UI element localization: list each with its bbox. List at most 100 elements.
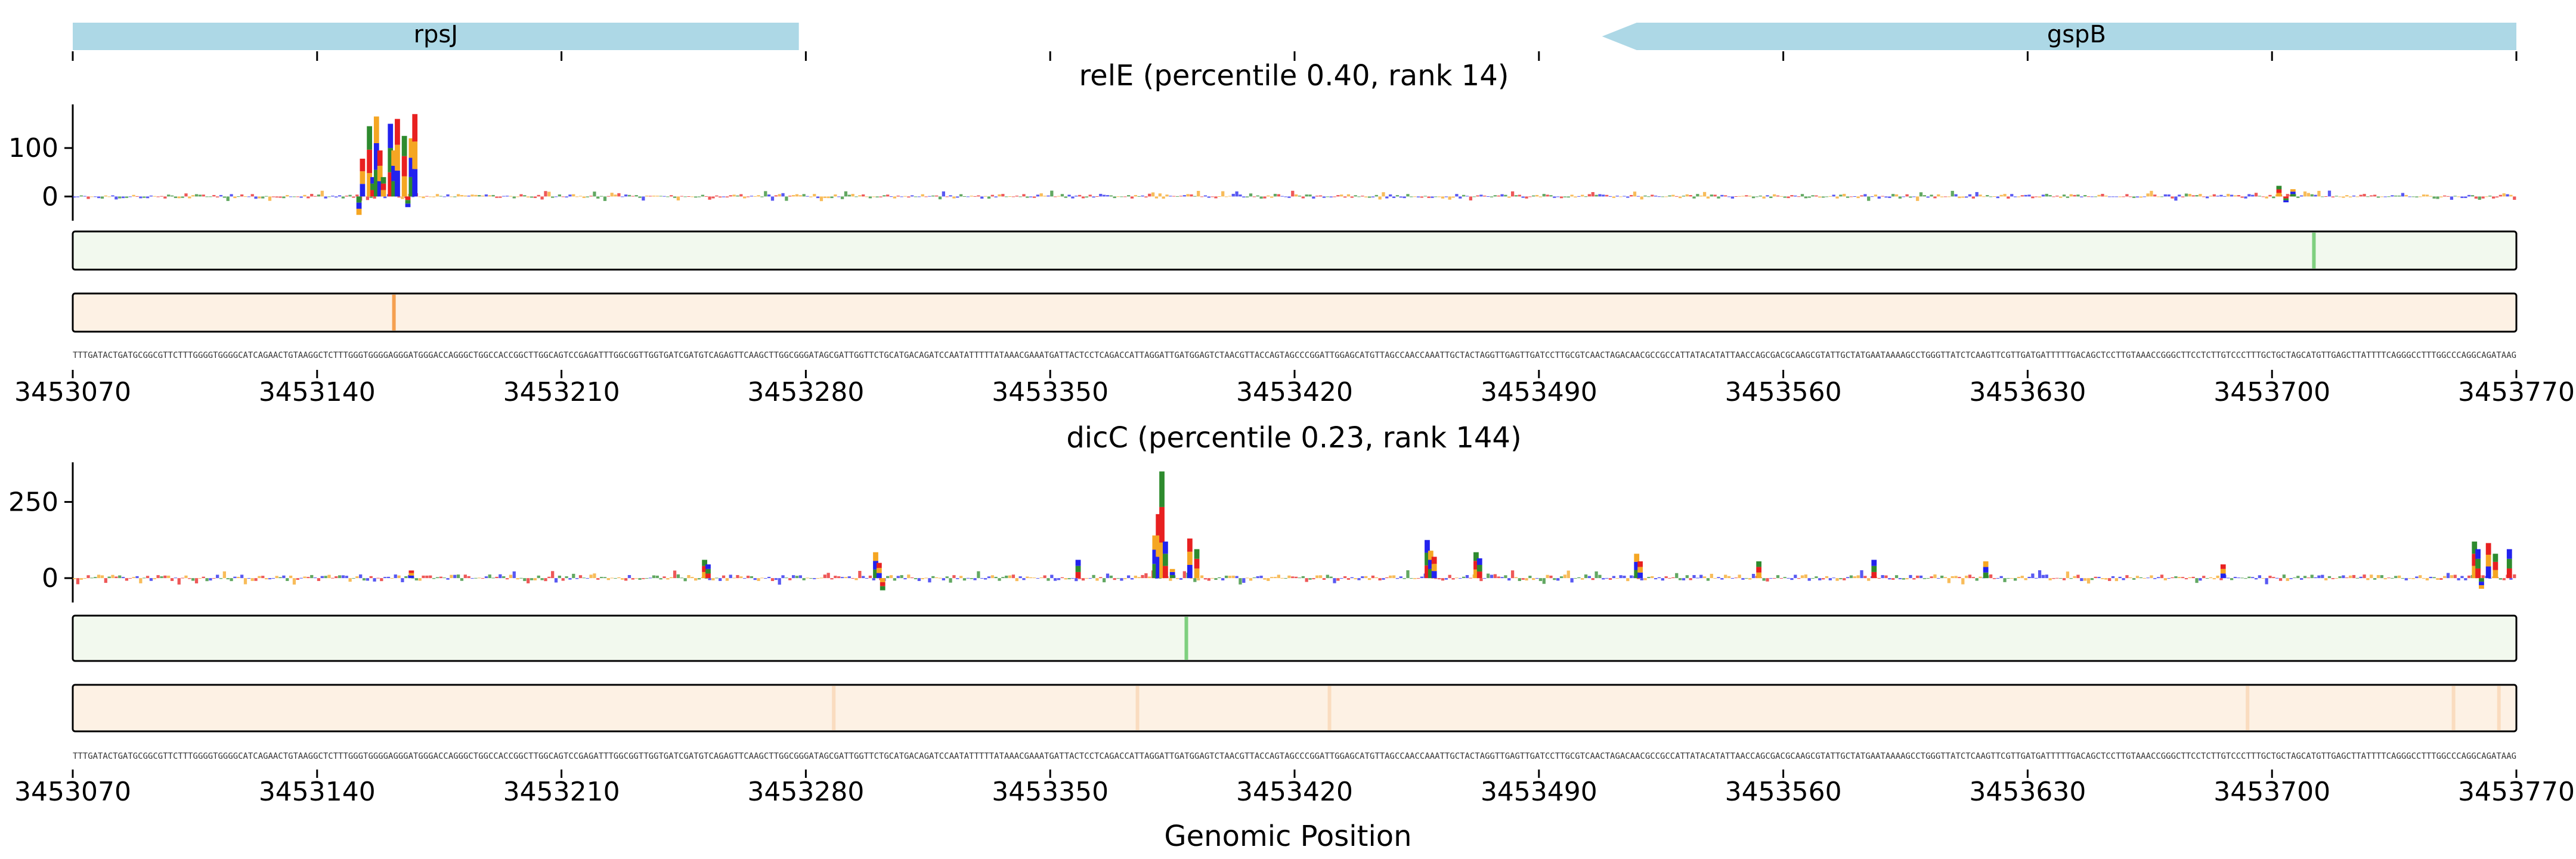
logo-noise-bar xyxy=(1336,195,1340,197)
logo-noise-bar xyxy=(2157,196,2160,197)
logo-peak-bar xyxy=(705,564,711,569)
logo-noise-bar xyxy=(149,578,153,581)
logo-noise-bar xyxy=(2310,574,2314,579)
logo-noise-bar xyxy=(1459,196,1462,199)
logo-peak-bar xyxy=(1637,572,1643,579)
logo-noise-bar xyxy=(1329,576,1333,579)
logo-noise-bar xyxy=(1036,194,1040,197)
logo-noise-bar xyxy=(1745,195,1748,197)
logo-peak-bar xyxy=(408,138,414,158)
logo-noise-bar xyxy=(572,573,575,579)
logo-noise-bar xyxy=(2167,578,2171,579)
logo-noise-bar xyxy=(1867,578,1871,581)
logo-noise-bar xyxy=(1776,195,1780,197)
logo-peak-bar xyxy=(2475,568,2481,579)
logo-noise-bar xyxy=(1308,194,1312,197)
logo-noise-bar xyxy=(320,190,324,197)
logo-noise-bar xyxy=(798,195,802,197)
logo-noise-bar xyxy=(527,196,530,197)
logo-noise-bar xyxy=(1832,577,1835,579)
logo-noise-bar xyxy=(132,194,135,197)
logo-noise-bar xyxy=(306,196,310,199)
logo-noise-bar xyxy=(237,577,240,579)
logo-noise-bar xyxy=(289,575,293,579)
logo-noise-bar xyxy=(1766,578,1769,582)
logo-noise-bar xyxy=(983,578,987,580)
logo-noise-bar xyxy=(254,196,258,199)
logo-noise-bar xyxy=(722,575,726,579)
logo-noise-bar xyxy=(345,576,348,579)
logo-noise-bar xyxy=(2432,196,2436,199)
logo-noise-bar xyxy=(1884,575,1888,579)
logo-noise-bar xyxy=(1943,577,1948,579)
logo-noise-bar xyxy=(938,577,942,579)
logo-noise-bar xyxy=(1382,578,1385,580)
logo-noise-bar xyxy=(1916,575,1919,579)
logo-noise-bar xyxy=(795,576,799,579)
logo-noise-bar xyxy=(1085,196,1089,198)
logo-noise-bar xyxy=(1214,196,1218,199)
logo-noise-bar xyxy=(286,578,289,581)
logo-noise-bar xyxy=(139,196,143,199)
logo-noise-bar xyxy=(348,194,352,197)
logo-noise-bar xyxy=(2024,194,2027,197)
logo-noise-bar xyxy=(226,578,230,580)
logo-noise-bar xyxy=(1651,194,1654,197)
logo-noise-bar xyxy=(226,196,230,201)
logo-noise-bar xyxy=(1350,196,1354,198)
logo-noise-bar xyxy=(1755,196,1759,197)
logo-noise-bar xyxy=(1197,578,1200,580)
logo-noise-bar xyxy=(1783,577,1787,579)
chart-title-dicc: dicC (percentile 0.23, rank 144) xyxy=(1066,421,1521,455)
logo-noise-bar xyxy=(1008,196,1012,197)
logo-noise-bar xyxy=(2076,574,2080,579)
logo-noise-bar xyxy=(1116,578,1120,579)
logo-noise-bar xyxy=(212,578,216,579)
logo-noise-bar xyxy=(73,196,76,198)
logo-noise-bar xyxy=(2481,196,2485,199)
logo-noise-bar xyxy=(544,578,547,582)
logo-peak-bar xyxy=(1983,572,1989,579)
logo-noise-bar xyxy=(1500,194,1504,197)
logo-noise-bar xyxy=(837,576,841,579)
logo-noise-bar xyxy=(2041,194,2045,197)
logo-noise-bar xyxy=(1259,196,1263,199)
logo-noise-bar xyxy=(1039,193,1043,197)
logo-noise-bar xyxy=(324,196,327,199)
logo-noise-bar xyxy=(2059,578,2063,579)
logo-noise-bar xyxy=(1413,196,1417,197)
logo-noise-bar xyxy=(2338,196,2342,197)
logo-noise-bar xyxy=(2359,576,2363,579)
logo-noise-bar xyxy=(858,571,862,579)
logo-noise-bar xyxy=(1839,194,1843,197)
y-tick-label: 250 xyxy=(8,487,58,517)
logo-noise-bar xyxy=(2174,196,2178,201)
logo-noise-bar xyxy=(994,576,998,579)
logo-noise-bar xyxy=(2425,578,2429,580)
logo-noise-bar xyxy=(2052,578,2055,579)
logo-peak-bar xyxy=(1159,506,1165,543)
x-tick-label: 3453070 xyxy=(14,777,131,807)
logo-noise-bar xyxy=(879,196,883,197)
logo-noise-bar xyxy=(118,196,122,199)
logo-noise-bar xyxy=(2020,576,2024,579)
logo-noise-bar xyxy=(2191,576,2195,579)
logo-noise-bar xyxy=(1486,573,1490,579)
logo-noise-bar xyxy=(184,193,188,197)
logo-noise-bar xyxy=(1476,195,1479,197)
logo-noise-bar xyxy=(1050,574,1054,579)
logo-noise-bar xyxy=(753,578,757,580)
logo-peak-bar xyxy=(1473,569,1479,579)
logo-noise-bar xyxy=(2129,577,2132,579)
logo-noise-bar xyxy=(2027,576,2031,579)
logo-noise-bar xyxy=(1902,196,1905,197)
logo-noise-bar xyxy=(2509,578,2513,580)
logo-noise-bar xyxy=(1717,577,1720,579)
logo-noise-bar xyxy=(729,574,732,579)
logo-noise-bar xyxy=(2408,578,2411,579)
green-track-mark xyxy=(1184,617,1188,660)
logo-peak-bar xyxy=(2493,570,2498,579)
logo-noise-bar xyxy=(2188,577,2191,579)
logo-noise-bar xyxy=(268,196,272,201)
logo-noise-bar xyxy=(2135,576,2140,579)
